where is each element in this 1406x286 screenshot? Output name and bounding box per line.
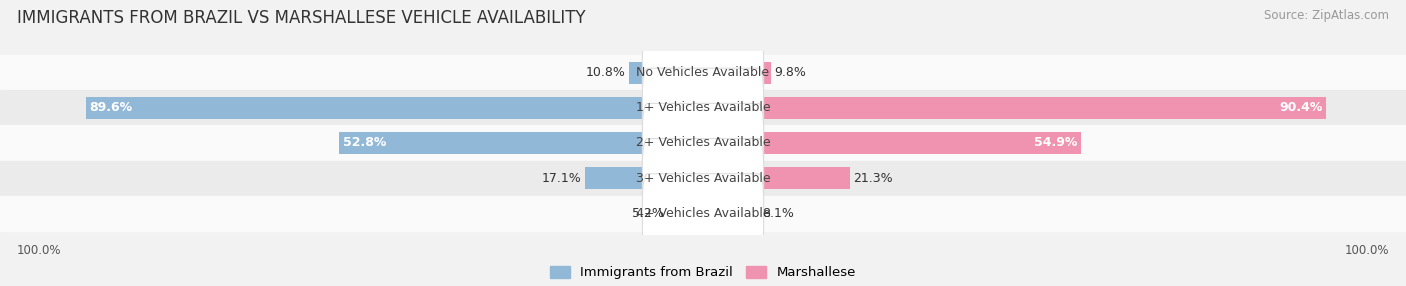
Text: No Vehicles Available: No Vehicles Available (637, 66, 769, 79)
Text: 100.0%: 100.0% (17, 245, 62, 257)
Text: 3+ Vehicles Available: 3+ Vehicles Available (636, 172, 770, 185)
Text: 5.2%: 5.2% (631, 207, 664, 220)
Bar (585, 167, 703, 189)
Bar (628, 62, 703, 84)
Text: 2+ Vehicles Available: 2+ Vehicles Available (636, 136, 770, 150)
Text: 90.4%: 90.4% (1279, 101, 1323, 114)
FancyBboxPatch shape (643, 68, 763, 147)
Text: 54.9%: 54.9% (1035, 136, 1078, 150)
Text: 9.8%: 9.8% (773, 66, 806, 79)
Bar (703, 132, 1081, 154)
FancyBboxPatch shape (643, 174, 763, 253)
Bar (668, 202, 703, 224)
FancyBboxPatch shape (643, 139, 763, 218)
Text: 21.3%: 21.3% (853, 172, 893, 185)
FancyBboxPatch shape (643, 103, 763, 183)
Text: 10.8%: 10.8% (585, 66, 626, 79)
Bar (0, 161, 1406, 196)
Legend: Immigrants from Brazil, Marshallese: Immigrants from Brazil, Marshallese (550, 266, 856, 279)
Bar (86, 97, 703, 119)
Bar (0, 90, 1406, 125)
Text: 89.6%: 89.6% (89, 101, 132, 114)
FancyBboxPatch shape (643, 33, 763, 112)
Text: 100.0%: 100.0% (1344, 245, 1389, 257)
Bar (703, 97, 1326, 119)
Text: 4+ Vehicles Available: 4+ Vehicles Available (636, 207, 770, 220)
Bar (0, 196, 1406, 231)
Bar (703, 167, 849, 189)
Bar (703, 62, 770, 84)
Bar (0, 55, 1406, 90)
Bar (339, 132, 703, 154)
Text: Source: ZipAtlas.com: Source: ZipAtlas.com (1264, 9, 1389, 21)
Text: 52.8%: 52.8% (343, 136, 387, 150)
Bar (0, 125, 1406, 161)
Text: IMMIGRANTS FROM BRAZIL VS MARSHALLESE VEHICLE AVAILABILITY: IMMIGRANTS FROM BRAZIL VS MARSHALLESE VE… (17, 9, 585, 27)
Bar (703, 202, 759, 224)
Text: 1+ Vehicles Available: 1+ Vehicles Available (636, 101, 770, 114)
Text: 17.1%: 17.1% (541, 172, 582, 185)
Text: 8.1%: 8.1% (762, 207, 794, 220)
